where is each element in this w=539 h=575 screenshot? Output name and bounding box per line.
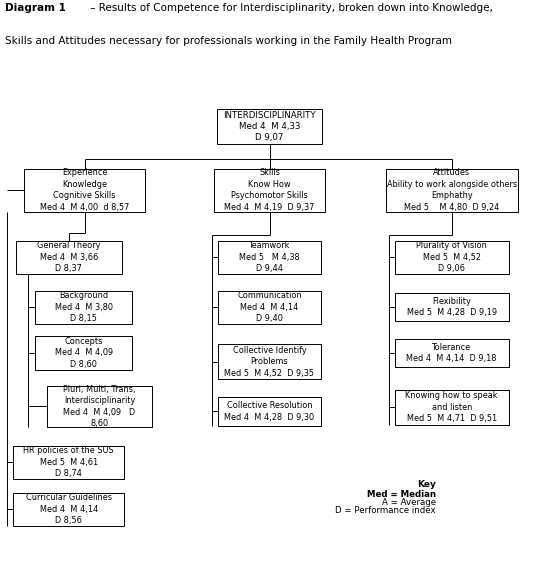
- Text: Tolerance
Med 4  M 4,14  D 9,18: Tolerance Med 4 M 4,14 D 9,18: [406, 343, 497, 363]
- FancyBboxPatch shape: [16, 241, 122, 274]
- FancyBboxPatch shape: [34, 290, 133, 324]
- Text: Communication
Med 4  M 4,14
D 9,40: Communication Med 4 M 4,14 D 9,40: [237, 291, 302, 323]
- Text: Pluri, Multi, Trans,
Interdisciplinarity
Med 4  M 4,09   D
8,60: Pluri, Multi, Trans, Interdisciplinarity…: [63, 385, 136, 428]
- FancyBboxPatch shape: [34, 336, 133, 370]
- FancyBboxPatch shape: [13, 493, 124, 526]
- Text: Key: Key: [417, 480, 436, 489]
- Text: Teamwork
Med 5   M 4,38
D 9,44: Teamwork Med 5 M 4,38 D 9,44: [239, 242, 300, 273]
- FancyBboxPatch shape: [395, 339, 508, 367]
- Text: HR policies of the SUS
Med 5  M 4,61
D 8,74: HR policies of the SUS Med 5 M 4,61 D 8,…: [24, 446, 114, 478]
- Text: Flexibility
Med 5  M 4,28  D 9,19: Flexibility Med 5 M 4,28 D 9,19: [406, 297, 497, 317]
- Text: Knowing how to speak
and listen
Med 5  M 4,71  D 9,51: Knowing how to speak and listen Med 5 M …: [405, 392, 498, 423]
- Text: A = Average: A = Average: [382, 497, 436, 507]
- FancyBboxPatch shape: [386, 168, 518, 212]
- Text: INTERDISCIPLINARITY
Med 4  M 4,33
D 9,07: INTERDISCIPLINARITY Med 4 M 4,33 D 9,07: [223, 110, 316, 143]
- Text: Skills and Attitudes necessary for professionals working in the Family Health Pr: Skills and Attitudes necessary for profe…: [5, 36, 452, 46]
- FancyBboxPatch shape: [395, 293, 508, 321]
- FancyBboxPatch shape: [395, 241, 508, 274]
- FancyBboxPatch shape: [218, 241, 321, 274]
- FancyBboxPatch shape: [13, 446, 124, 479]
- Text: D = Performance index: D = Performance index: [335, 506, 436, 515]
- Text: Attitudes
Ability to work alongside others
Emphathy
Med 5    M 4,80  D 9,24: Attitudes Ability to work alongside othe…: [386, 168, 517, 212]
- Text: General Theory
Med 4  M 3,66
D 8,37: General Theory Med 4 M 3,66 D 8,37: [37, 242, 100, 273]
- Text: Background
Med 4  M 3,80
D 8,15: Background Med 4 M 3,80 D 8,15: [54, 291, 113, 323]
- FancyBboxPatch shape: [46, 386, 152, 427]
- FancyBboxPatch shape: [218, 397, 321, 426]
- Text: Plurality of Vision
Med 5  M 4,52
D 9,06: Plurality of Vision Med 5 M 4,52 D 9,06: [416, 242, 487, 273]
- Text: Collective Resolution
Med 4  M 4,28  D 9,30: Collective Resolution Med 4 M 4,28 D 9,3…: [224, 401, 315, 421]
- FancyBboxPatch shape: [218, 344, 321, 380]
- FancyBboxPatch shape: [24, 168, 146, 212]
- Text: – Results of Competence for Interdisciplinarity, broken down into Knowledge,: – Results of Competence for Interdiscipl…: [87, 3, 493, 13]
- Text: Curricular Guidelines
Med 4  M 4,14
D 8,56: Curricular Guidelines Med 4 M 4,14 D 8,5…: [26, 493, 112, 525]
- FancyBboxPatch shape: [217, 109, 322, 144]
- FancyBboxPatch shape: [218, 290, 321, 324]
- Text: Experience
Knowledge
Cognitive Skills
Med 4  M 4,00  d 8,57: Experience Knowledge Cognitive Skills Me…: [40, 168, 129, 212]
- Text: Collective Identify
Problems
Med 5  M 4,52  D 9,35: Collective Identify Problems Med 5 M 4,5…: [225, 346, 314, 378]
- Text: Concepts
Med 4  M 4,09
D 8,60: Concepts Med 4 M 4,09 D 8,60: [54, 337, 113, 369]
- FancyBboxPatch shape: [395, 390, 508, 426]
- FancyBboxPatch shape: [214, 168, 325, 212]
- Text: Skills
Know How
Psychomotor Skills
Med 4  M 4,19  D 9,37: Skills Know How Psychomotor Skills Med 4…: [224, 168, 315, 212]
- Text: Med = Median: Med = Median: [367, 489, 436, 499]
- Text: Diagram 1: Diagram 1: [5, 3, 66, 13]
